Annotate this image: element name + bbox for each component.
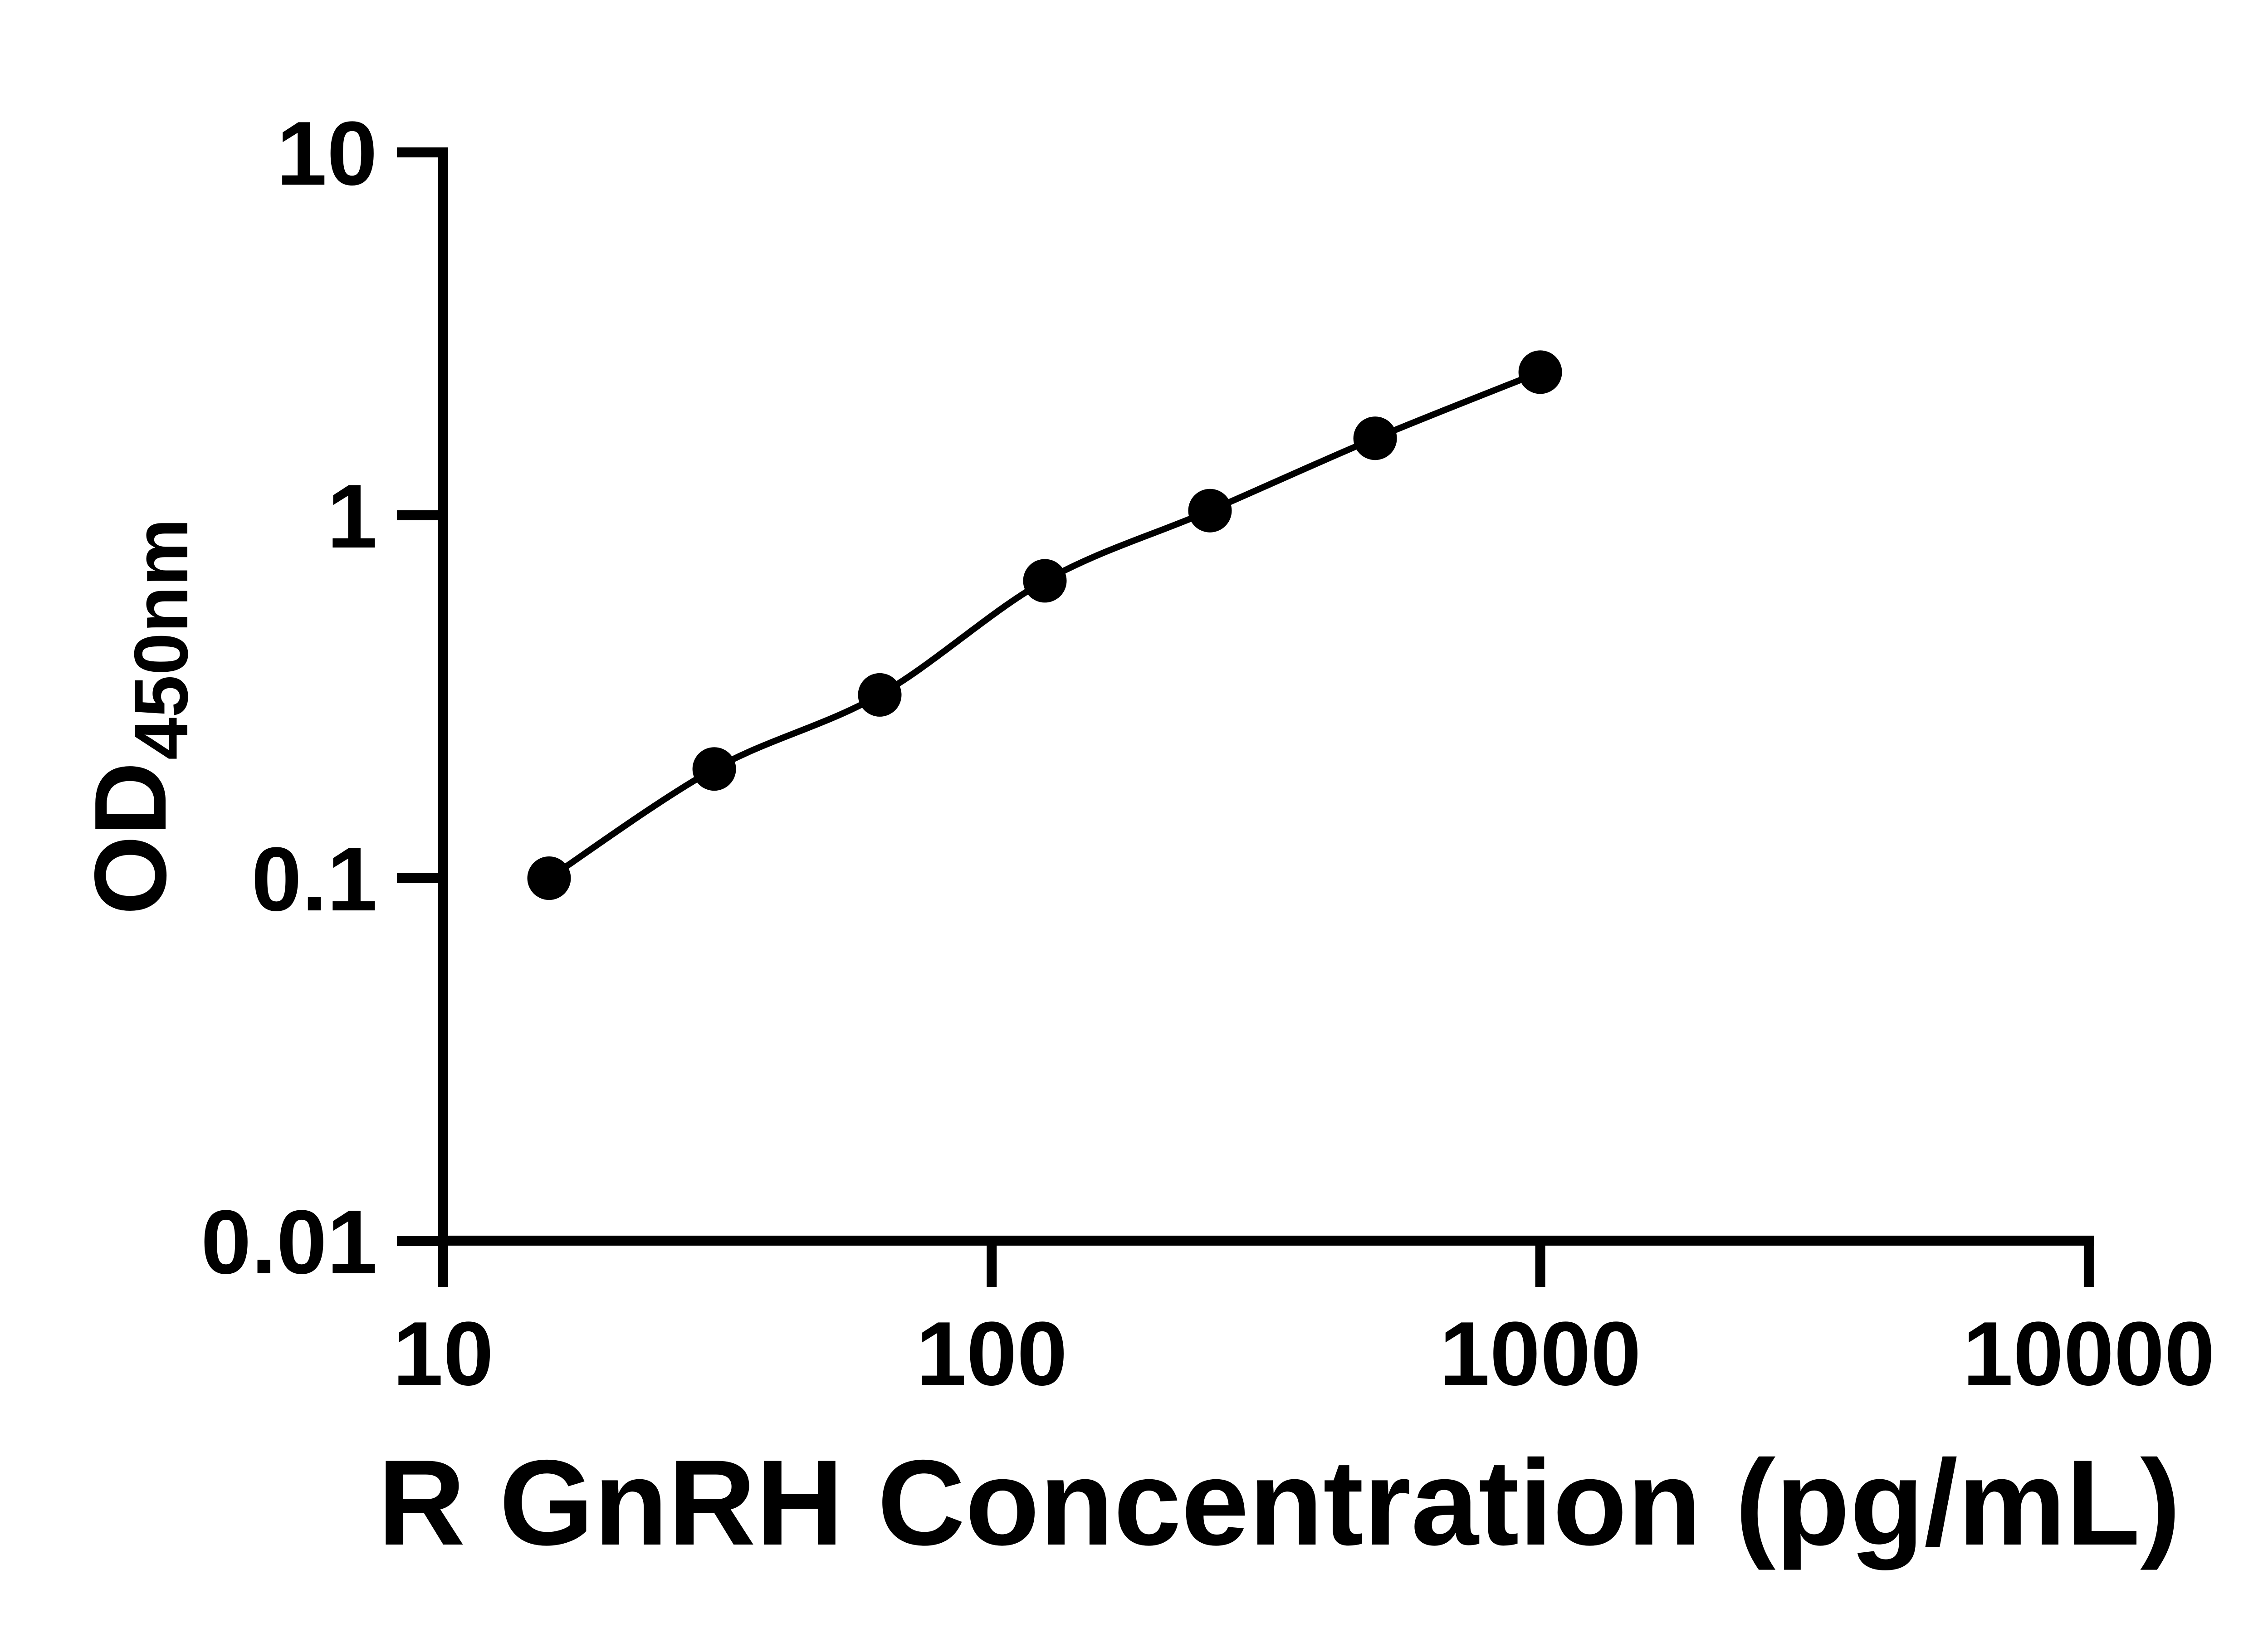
y-tick-label: 1 [327, 466, 377, 567]
x-tick-label: 10000 [1963, 1303, 2215, 1404]
data-point [1353, 416, 1397, 460]
y-tick-label: 0.01 [201, 1192, 377, 1293]
x-tick-label: 10 [393, 1303, 494, 1404]
x-tick-label: 1000 [1439, 1303, 1641, 1404]
data-point [858, 673, 902, 717]
y-tick-label: 0.1 [251, 829, 377, 930]
data-point [692, 747, 736, 791]
y-axis-title-main: OD [73, 762, 187, 915]
y-axis-title: OD 450nm [73, 518, 204, 915]
data-point [1518, 350, 1562, 394]
data-point [1188, 489, 1232, 533]
y-axis-title-subscript: 450nm [118, 518, 204, 760]
y-tick-label: 10 [277, 103, 377, 204]
x-tick-label: 100 [916, 1303, 1067, 1404]
series-group [527, 350, 1562, 900]
data-point [527, 856, 571, 900]
data-point [1023, 559, 1067, 603]
x-axis-title: R GnRH Concentration (pg/mL) [378, 1434, 2181, 1571]
